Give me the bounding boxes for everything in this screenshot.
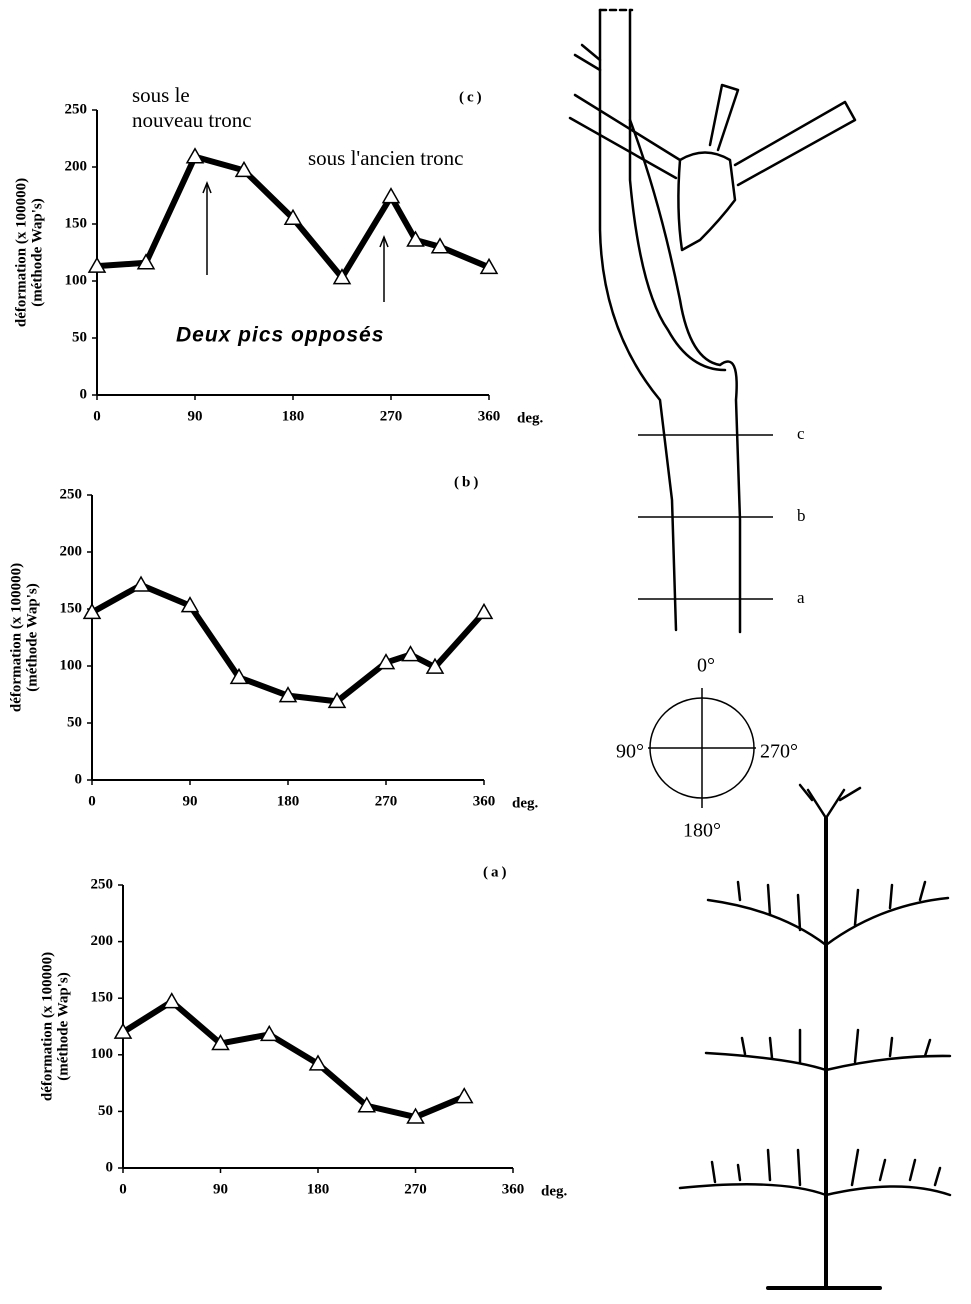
data-point — [401, 645, 420, 662]
arrow-head — [202, 180, 212, 194]
data-point — [425, 657, 445, 674]
y-tick-label: 250 — [65, 101, 88, 117]
annotation: nouveau tronc — [132, 108, 252, 132]
data-point — [131, 575, 151, 592]
y-tick-label: 150 — [91, 990, 114, 1006]
data-point — [430, 237, 450, 254]
x-tick-label: 360 — [478, 408, 501, 424]
y-tick-label: 50 — [67, 714, 82, 730]
y-tick-label: 0 — [75, 771, 83, 787]
data-point — [162, 992, 182, 1009]
x-tick-label: 90 — [183, 793, 198, 809]
x-tick-label: 180 — [282, 408, 305, 424]
y-tick-label: 100 — [91, 1046, 114, 1062]
y-tick-label: 200 — [91, 933, 114, 949]
data-point — [278, 686, 298, 703]
data-point — [474, 602, 494, 620]
compass-label: 270° — [760, 741, 798, 763]
y-axis-label: (méthode Wap's) — [29, 198, 45, 306]
x-tick-label: 180 — [277, 793, 300, 809]
tree-drawing — [678, 783, 952, 1290]
y-tick-label: 200 — [60, 543, 83, 559]
y-axis-label: déformation (x 100000) — [8, 563, 24, 712]
x-tick-label: 90 — [188, 408, 203, 424]
x-tick-label: 360 — [502, 1181, 525, 1197]
data-point — [406, 1107, 425, 1124]
trunk-drawing — [568, 8, 857, 634]
data-point — [283, 208, 303, 226]
data-point — [479, 257, 499, 275]
compass-label: 0° — [697, 655, 715, 677]
x-tick-label: 90 — [213, 1181, 228, 1197]
data-point — [113, 1022, 133, 1039]
data-line — [121, 998, 466, 1121]
x-tick-label: 0 — [119, 1181, 127, 1197]
x-unit: deg. — [512, 795, 539, 811]
y-tick-label: 250 — [91, 876, 114, 892]
section-label: a — [797, 588, 805, 607]
compass-label: 180° — [683, 820, 721, 842]
panel-label: (b) — [454, 474, 481, 490]
annotation: sous le — [132, 83, 190, 107]
data-point — [229, 667, 249, 685]
data-point — [381, 187, 401, 204]
data-point — [211, 1033, 230, 1051]
y-tick-label: 100 — [60, 657, 83, 673]
y-axis-label: déformation (x 100000) — [39, 952, 55, 1101]
annotation: Deux pics opposés — [176, 324, 384, 347]
y-axis-label: déformation (x 100000) — [13, 178, 29, 327]
x-tick-label: 270 — [375, 793, 398, 809]
data-point — [406, 230, 425, 247]
section-label: c — [797, 424, 805, 443]
x-tick-label: 0 — [93, 408, 101, 424]
data-point — [87, 256, 107, 273]
data-point — [180, 596, 200, 613]
data-point — [234, 160, 254, 178]
y-tick-label: 150 — [60, 600, 83, 616]
x-unit: deg. — [541, 1183, 568, 1199]
arrow-head — [379, 234, 389, 248]
y-axis-label: (méthode Wap's) — [55, 972, 71, 1080]
x-tick-label: 0 — [88, 793, 96, 809]
y-tick-label: 0 — [80, 386, 88, 402]
data-point — [376, 653, 396, 670]
section-lines — [638, 434, 773, 600]
data-point — [136, 253, 156, 270]
section-label: b — [797, 506, 806, 525]
panel-label: (c) — [459, 89, 485, 105]
x-unit: deg. — [517, 410, 544, 426]
data-point — [327, 691, 347, 709]
data-point — [185, 147, 205, 164]
data-point — [454, 1087, 474, 1104]
x-tick-label: 180 — [307, 1181, 330, 1197]
x-tick-label: 270 — [380, 408, 403, 424]
panel-label: (a) — [483, 864, 510, 880]
y-tick-label: 200 — [65, 158, 88, 174]
data-line — [96, 153, 491, 281]
compass-label: 90° — [616, 741, 644, 763]
y-tick-label: 50 — [98, 1103, 113, 1119]
data-point — [259, 1024, 279, 1042]
y-tick-label: 100 — [65, 272, 88, 288]
data-line — [90, 582, 487, 705]
x-tick-label: 360 — [473, 793, 496, 809]
y-tick-label: 150 — [65, 215, 88, 231]
data-point — [357, 1096, 377, 1113]
y-tick-label: 250 — [60, 486, 83, 502]
y-axis-label: (méthode Wap's) — [24, 583, 40, 691]
annotation: sous l'ancien tronc — [308, 146, 463, 170]
data-point — [308, 1054, 328, 1071]
data-point — [332, 268, 352, 285]
y-tick-label: 50 — [72, 329, 87, 345]
compass — [648, 688, 756, 808]
data-point — [82, 602, 102, 620]
x-tick-label: 270 — [404, 1181, 427, 1197]
y-tick-label: 0 — [106, 1159, 114, 1175]
